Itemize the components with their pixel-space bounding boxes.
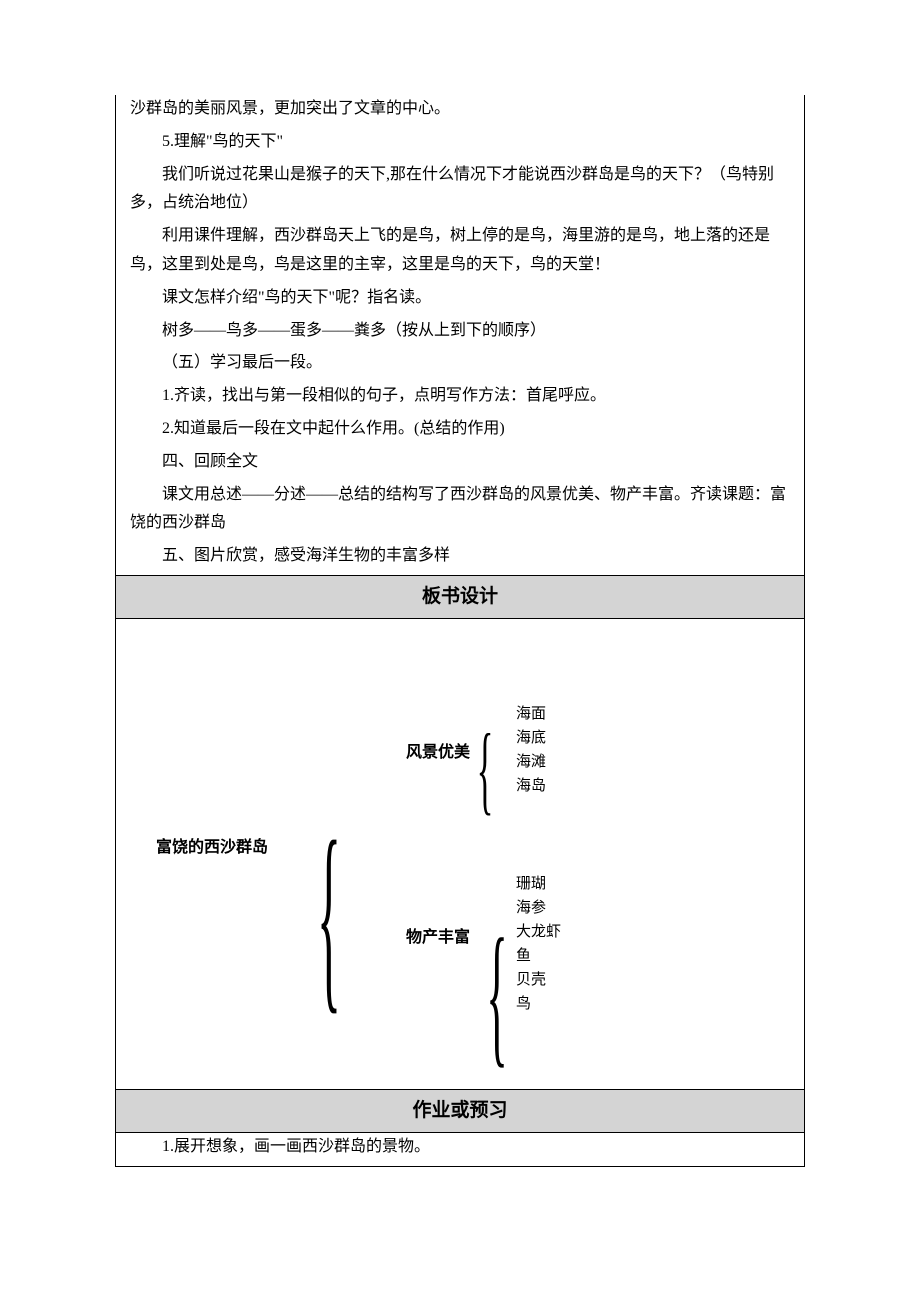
paragraph: 1.齐读，找出与第一段相似的句子，点明写作方法：首尾呼应。 (130, 382, 790, 411)
diagram-root-label: 富饶的西沙群岛 (156, 834, 268, 863)
tree-diagram: 富饶的西沙群岛 { 风景优美 { 海面 海底 海滩 海岛 物产丰富 { 珊瑚 海… (116, 619, 804, 1089)
paragraph: 5.理解"鸟的天下" (130, 128, 790, 157)
bracket-icon: { (486, 852, 508, 1136)
diagram-leaf-group: 珊瑚 海参 大龙虾 鱼 贝壳 鸟 (516, 872, 561, 1016)
paragraph: 四、回顾全文 (130, 448, 790, 477)
bracket-icon: { (317, 727, 341, 1105)
diagram-leaf: 海参 (516, 896, 561, 920)
paragraph: 沙群岛的美丽风景，更加突出了文章的中心。 (130, 95, 790, 124)
paragraph: 2.知道最后一段在文中起什么作用。(总结的作用) (130, 415, 790, 444)
diagram-leaf: 海底 (516, 726, 546, 750)
paragraph: 我们听说过花果山是猴子的天下,那在什么情况下才能说西沙群岛是鸟的天下？（鸟特别多… (130, 161, 790, 219)
diagram-leaf: 贝壳 (516, 968, 561, 992)
diagram-leaf: 海岛 (516, 774, 546, 798)
homework-section: 1.展开想象，画一画西沙群岛的景物。 (116, 1133, 804, 1162)
diagram-leaf-group: 海面 海底 海滩 海岛 (516, 702, 546, 798)
diagram-leaf: 海面 (516, 702, 546, 726)
paragraph: 利用课件理解，西沙群岛天上飞的是鸟，树上停的是鸟，海里游的是鸟，地上落的还是鸟，… (130, 222, 790, 280)
diagram-leaf: 大龙虾 (516, 920, 561, 944)
diagram-branch-label: 风景优美 (406, 739, 470, 768)
diagram-leaf: 鸟 (516, 992, 561, 1016)
paragraph: 树多——鸟多——蛋多——粪多（按从上到下的顺序） (130, 317, 790, 346)
diagram-branch-label: 物产丰富 (406, 924, 470, 953)
document-container: 沙群岛的美丽风景，更加突出了文章的中心。 5.理解"鸟的天下" 我们听说过花果山… (115, 95, 805, 1167)
homework-item: 1.展开想象，画一画西沙群岛的景物。 (130, 1133, 790, 1162)
paragraph: 课文用总述——分述——总结的结构写了西沙群岛的风景优美、物产丰富。齐读课题：富饶… (130, 481, 790, 539)
homework-header: 作业或预习 (116, 1089, 804, 1133)
paragraph: 五、图片欣赏，感受海洋生物的丰富多样 (130, 542, 790, 571)
board-design-header: 板书设计 (116, 575, 804, 619)
diagram-leaf: 海滩 (516, 750, 546, 774)
bracket-icon: { (477, 679, 494, 859)
paragraph: （五）学习最后一段。 (130, 349, 790, 378)
content-section: 沙群岛的美丽风景，更加突出了文章的中心。 5.理解"鸟的天下" 我们听说过花果山… (116, 95, 804, 571)
paragraph: 课文怎样介绍"鸟的天下"呢？指名读。 (130, 284, 790, 313)
diagram-leaf: 鱼 (516, 944, 561, 968)
diagram-leaf: 珊瑚 (516, 872, 561, 896)
